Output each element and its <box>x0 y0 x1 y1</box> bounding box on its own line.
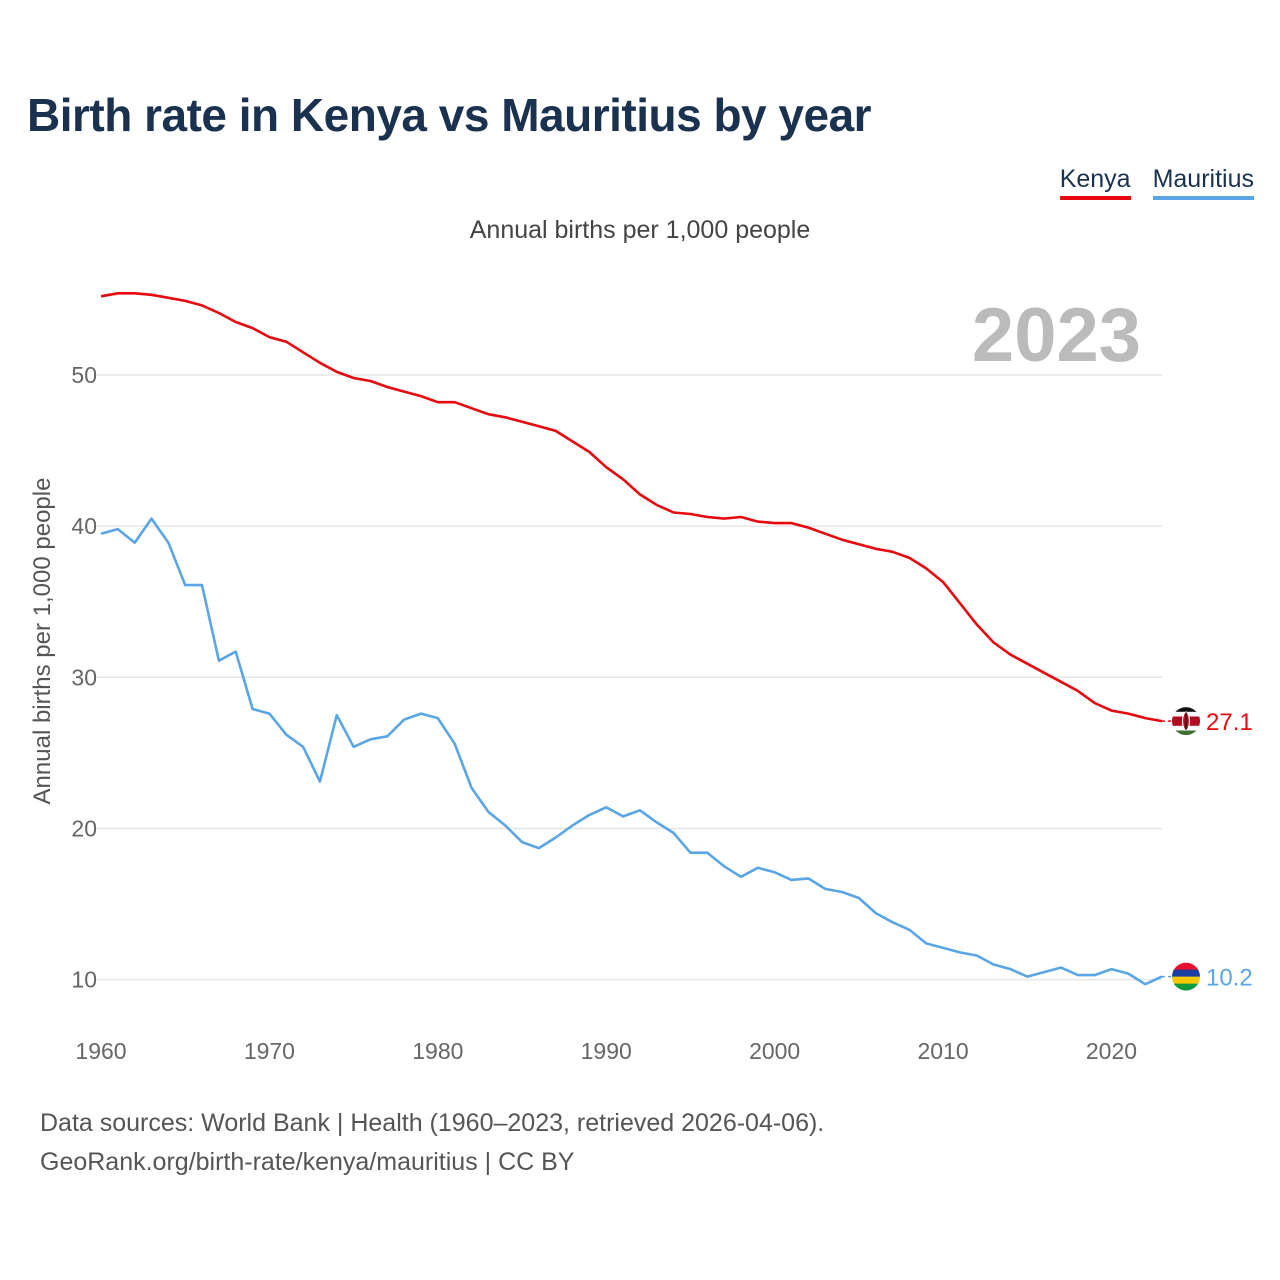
x-tick-label: 1990 <box>581 1038 632 1064</box>
y-axis-label: Annual births per 1,000 people <box>29 478 56 805</box>
series-line-mauritius <box>100 517 1163 986</box>
y-tick-label: 50 <box>71 362 97 388</box>
legend-item-mauritius[interactable]: Mauritius <box>1152 165 1254 200</box>
grid-lines <box>97 374 1162 981</box>
end-markers: 27.1 10.2 <box>1162 707 1253 992</box>
chart-subtitle: Annual births per 1,000 people <box>469 216 811 244</box>
x-tick-label: 1960 <box>75 1038 126 1064</box>
legend: Kenya Mauritius <box>1059 165 1254 200</box>
legend-item-kenya[interactable]: Kenya <box>1059 165 1131 200</box>
end-value-label-kenya: 27.1 <box>1206 709 1253 736</box>
footer-sources: Data sources: World Bank | Health (1960–… <box>40 1109 825 1137</box>
x-tick-label: 1970 <box>244 1038 295 1064</box>
chart-title: Birth rate in Kenya vs Mauritius by year <box>27 89 872 141</box>
footer: Data sources: World Bank | Health (1960–… <box>40 1104 824 1182</box>
footer-link[interactable]: GeoRank.org/birth-rate/kenya/mauritius |… <box>40 1148 575 1176</box>
x-tick-label: 1980 <box>412 1038 463 1064</box>
flag-icon-mauritius <box>1172 962 1200 991</box>
year-display: 2023 <box>972 293 1141 378</box>
y-tick-label: 40 <box>71 513 97 539</box>
x-tick-label: 2010 <box>917 1038 968 1064</box>
y-tick-label: 20 <box>71 815 97 841</box>
y-tick-label: 10 <box>71 967 97 993</box>
y-axis-ticks: 10 20 30 40 50 <box>71 362 97 993</box>
end-value-label-mauritius: 10.2 <box>1206 965 1253 992</box>
x-tick-label: 2000 <box>749 1038 800 1064</box>
series-lines <box>100 291 1163 986</box>
series-line-kenya <box>100 291 1163 723</box>
y-tick-label: 30 <box>71 664 97 690</box>
x-axis-ticks: 1960 1970 1980 1990 2000 2010 2020 <box>75 1038 1137 1064</box>
flag-icon-kenya <box>1172 707 1200 736</box>
x-tick-label: 2020 <box>1086 1038 1137 1064</box>
